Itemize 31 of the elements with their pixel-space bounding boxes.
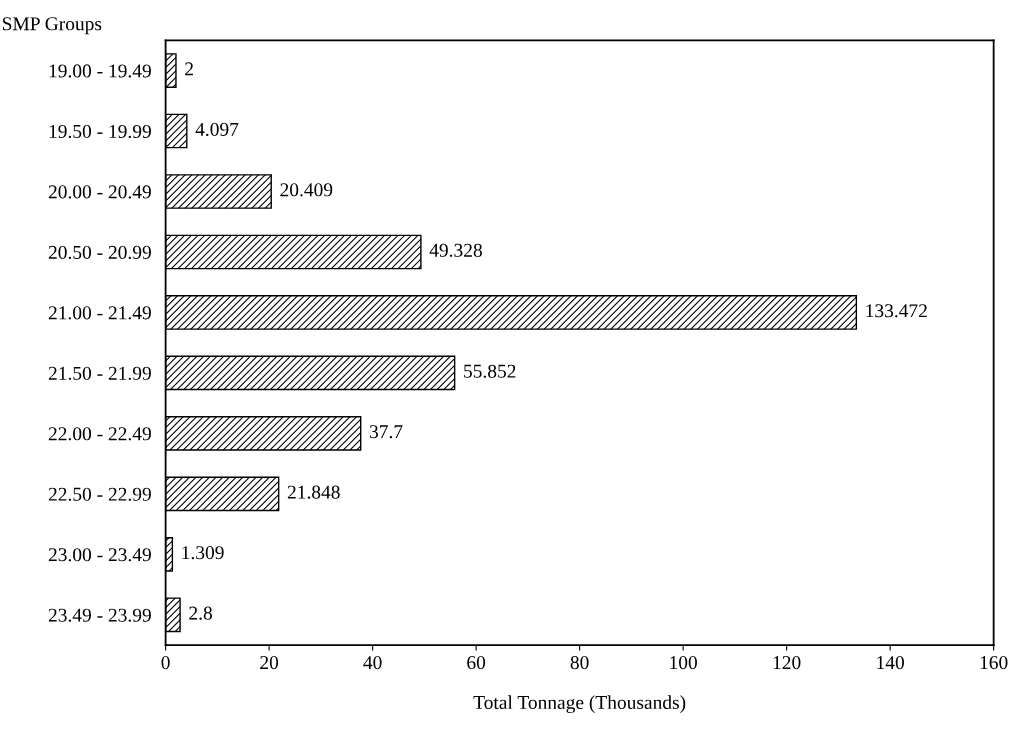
- y-tick-label: 22.50 - 22.99: [48, 487, 151, 501]
- y-tick-label: 23.49 - 23.99: [48, 608, 151, 622]
- x-tick-label: 120: [773, 656, 801, 670]
- data-label: 20.409: [280, 183, 333, 197]
- x-tick-label: 60: [467, 656, 486, 670]
- x-tick-label: 20: [260, 656, 279, 670]
- data-label: 1.309: [182, 546, 224, 560]
- y-tick-label: 21.00 - 21.49: [48, 306, 151, 320]
- data-label: 21.848: [287, 485, 340, 499]
- data-label: 2.8: [189, 606, 212, 620]
- data-label: 133.472: [866, 304, 927, 318]
- x-tick-label: 80: [570, 656, 589, 670]
- data-label: 4.097: [195, 122, 239, 136]
- y-axis-title: SMP Groups: [2, 17, 102, 35]
- y-tick-label: 23.00 - 23.49: [48, 548, 151, 562]
- y-tick-label: 20.50 - 20.99: [48, 245, 151, 259]
- data-label: 55.852: [464, 364, 516, 378]
- x-tick-label: 100: [670, 656, 697, 670]
- x-tick-label: 0: [161, 656, 170, 670]
- data-label: 37.7: [369, 425, 403, 439]
- data-label: 49.328: [429, 243, 482, 257]
- y-tick-label: 19.50 - 19.99: [49, 124, 151, 139]
- x-tick-label: 140: [877, 656, 904, 670]
- y-tick-label: 21.50 - 21.99: [48, 366, 151, 380]
- y-tick-label: 22.00 - 22.49: [48, 427, 151, 441]
- x-axis-title: Total Tonnage (Thousands): [473, 695, 686, 713]
- x-tick-label: 40: [363, 656, 382, 670]
- data-label: 2: [185, 62, 193, 76]
- x-tick-label: 160: [980, 656, 1008, 670]
- y-tick-label: 20.00 - 20.49: [48, 185, 151, 199]
- y-tick-label: 19.00 - 19.49: [49, 64, 151, 78]
